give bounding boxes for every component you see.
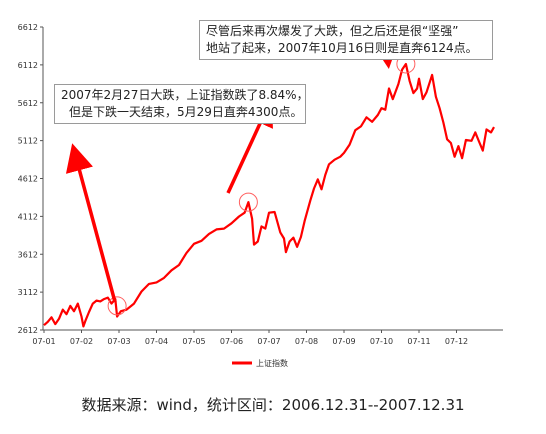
x-tick-label: 07-06 <box>220 337 243 346</box>
chart-legend: 上证指数 <box>232 358 288 368</box>
highlight-circle <box>107 296 127 316</box>
x-tick-label: 07-01 <box>32 337 55 346</box>
highlight-circle <box>238 192 258 212</box>
x-tick-label: 07-04 <box>145 337 168 346</box>
annotation-arrow <box>65 143 117 303</box>
series-line <box>43 62 495 328</box>
y-tick-label: 6112 <box>18 61 38 70</box>
x-tick-label: 07-08 <box>295 337 318 346</box>
x-tick-label: 07-10 <box>370 337 393 346</box>
chart-series <box>43 62 495 328</box>
x-tick-label: 07-02 <box>70 337 93 346</box>
y-tick-label: 6612 <box>18 23 38 32</box>
y-tick-label: 5612 <box>18 99 38 108</box>
annotation-line: 地站了起来，2007年10月16日则是直奔6124点。 <box>206 41 478 55</box>
x-tick-label: 07-12 <box>445 337 468 346</box>
annotation-line: 尽管后来再次爆发了大跌，但之后还是很“坚强” <box>206 24 459 38</box>
x-tick-label: 07-03 <box>107 337 130 346</box>
y-tick-label: 3612 <box>18 250 38 259</box>
y-tick-label: 4112 <box>18 212 38 221</box>
x-axis-ticks: 07-01 07-02 07-03 07-04 07-05 07-06 07-07 07-08… <box>32 330 468 346</box>
annotation-line: 但是下跌一天结束，5月29日直奔4300点。 <box>69 105 303 119</box>
x-tick-label: 07-05 <box>182 337 205 346</box>
annotation-box-oct: 尽管后来再次爆发了大跌，但之后还是很“坚强” 地站了起来，2007年10月16日… <box>199 20 493 60</box>
x-tick-label: 07-07 <box>257 337 280 346</box>
y-axis-ticks: 2612 3112 3612 4112 4612 5112 5612 6112 6612 <box>18 23 43 335</box>
x-tick-label: 07-11 <box>407 337 430 346</box>
y-tick-label: 3112 <box>18 288 38 297</box>
y-tick-label: 4612 <box>18 175 38 184</box>
annotation-box-feb: 2007年2月27日大跌，上证指数跌了8.84%， 但是下跌一天结束，5月29日… <box>54 84 309 124</box>
annotation-line: 2007年2月27日大跌，上证指数跌了8.84%， <box>61 88 309 102</box>
x-tick-label: 07-09 <box>332 337 355 346</box>
data-source-caption: 数据来源：wind，统计区间：2006.12.31--2007.12.31 <box>81 396 465 414</box>
y-tick-label: 2612 <box>18 326 38 335</box>
y-tick-label: 5112 <box>18 137 38 146</box>
legend-label: 上证指数 <box>256 358 288 368</box>
